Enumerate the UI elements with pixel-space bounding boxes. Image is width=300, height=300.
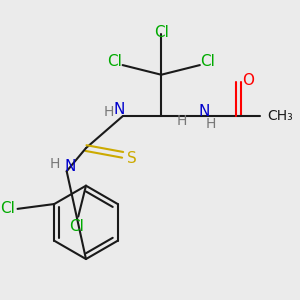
Text: H: H [104, 105, 114, 119]
Text: Cl: Cl [69, 219, 84, 234]
Text: CH₃: CH₃ [267, 109, 293, 123]
Text: Cl: Cl [107, 54, 122, 69]
Text: N: N [113, 102, 124, 117]
Text: Cl: Cl [1, 201, 15, 216]
Text: Cl: Cl [200, 54, 215, 69]
Text: S: S [128, 151, 137, 166]
Text: H: H [50, 158, 60, 172]
Text: N: N [65, 159, 76, 174]
Text: O: O [242, 73, 254, 88]
Text: H: H [205, 117, 216, 131]
Text: H: H [176, 114, 187, 128]
Text: N: N [199, 104, 210, 119]
Text: Cl: Cl [154, 25, 169, 40]
